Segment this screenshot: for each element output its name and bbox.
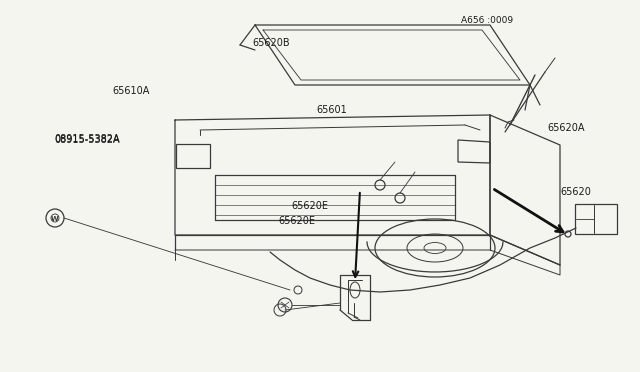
Text: 65620E: 65620E: [278, 217, 316, 226]
Text: 65620E: 65620E: [291, 202, 328, 211]
Text: 65601: 65601: [317, 105, 348, 115]
Text: 65620A: 65620A: [547, 124, 585, 133]
Text: 65620: 65620: [560, 187, 591, 196]
Text: W: W: [51, 216, 59, 222]
Text: 08915-5382A: 08915-5382A: [54, 135, 120, 144]
Text: 65620B: 65620B: [253, 38, 291, 48]
Text: 65610A: 65610A: [112, 86, 149, 96]
Text: 08915-5382A: 08915-5382A: [54, 134, 120, 144]
Text: A656 :0009: A656 :0009: [461, 16, 513, 25]
